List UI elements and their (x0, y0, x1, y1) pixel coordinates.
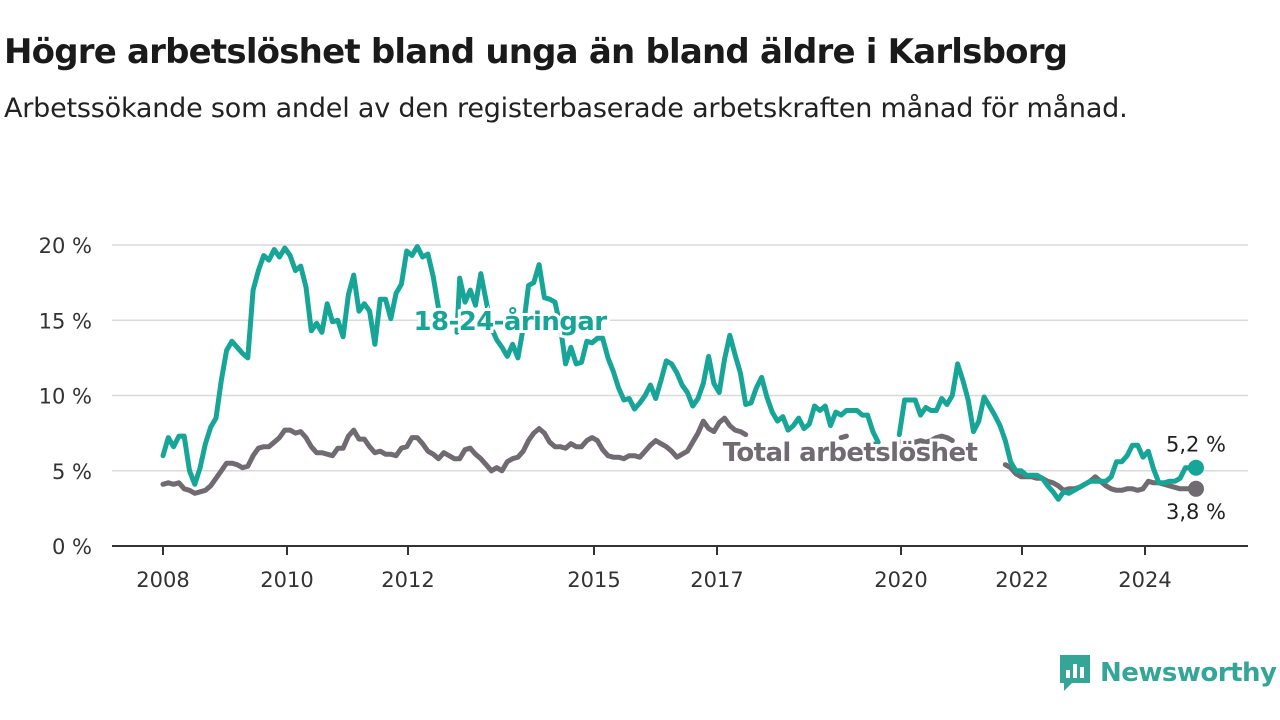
chart-title: Högre arbetslöshet bland unga än bland ä… (4, 32, 1068, 72)
series-end-dot-0 (1188, 459, 1204, 476)
series-label-total: Total arbetslöshet (723, 438, 978, 468)
grid-lines (112, 244, 1248, 472)
series-line-0 (1087, 442, 1199, 486)
series-line-0 (160, 244, 441, 487)
y-tick-label: 10 % (39, 385, 92, 409)
series-end-dot-1 (1188, 480, 1204, 497)
end-label-total: 3,8 % (1166, 500, 1226, 524)
newsworthy-brand[interactable]: Newsworthy (1058, 653, 1277, 693)
series-labels: 18-24-åringar Total arbetslöshet 5,2 % 3,8 … (411, 302, 1226, 524)
series-line-0 (896, 361, 1093, 502)
newsworthy-logo-icon (1060, 655, 1090, 691)
series-label-youth: 18-24-åringar (414, 305, 608, 337)
brand-name: Newsworthy (1100, 658, 1277, 688)
x-tick-label: 2017 (690, 568, 743, 592)
y-tick-label: 15 % (39, 309, 92, 333)
series-line-0 (454, 262, 881, 445)
x-tick-label: 2010 (260, 568, 313, 592)
x-tick-label: 2012 (381, 568, 434, 592)
chart-subtitle: Arbetssökande som andel av den registerb… (4, 93, 1128, 124)
x-tick-label: 2024 (1118, 568, 1171, 592)
y-axis-ticks: 0 % 5 % 10 % 15 % 20 % (39, 234, 92, 559)
y-tick-label: 5 % (52, 460, 92, 484)
x-tick-label: 2022 (995, 568, 1048, 592)
x-tick-label: 2015 (567, 568, 620, 592)
series-line-1 (160, 415, 749, 496)
y-tick-label: 20 % (39, 234, 92, 258)
series-line-1 (838, 433, 849, 441)
end-label-youth: 5,2 % (1166, 433, 1226, 457)
series-lines (160, 244, 1204, 502)
series-line-1 (870, 433, 955, 454)
x-tick-label: 2020 (874, 568, 927, 592)
y-tick-label: 0 % (52, 535, 92, 559)
x-tick-label: 2008 (136, 568, 189, 592)
x-axis: 2008 2010 2012 2015 2017 2020 2022 2024 (112, 545, 1248, 592)
